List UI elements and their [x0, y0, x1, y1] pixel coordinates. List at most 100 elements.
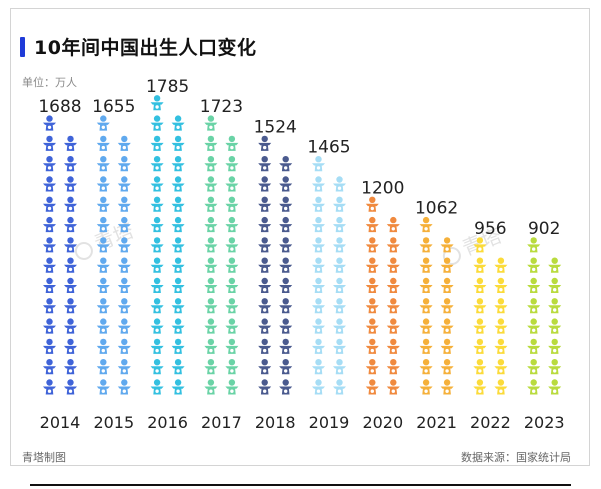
baby-icon [279, 176, 293, 192]
baby-icon [333, 277, 346, 293]
baby-icon [64, 338, 77, 354]
baby-icon [440, 318, 454, 334]
baby-icon [171, 156, 185, 172]
baby-icon [64, 257, 77, 273]
baby-icon [225, 156, 239, 172]
baby-icon [258, 298, 272, 314]
baby-icon [333, 318, 346, 334]
baby-icon [548, 359, 562, 375]
baby-icon [386, 359, 400, 375]
baby-icon [225, 257, 239, 273]
baby-icon [204, 115, 218, 131]
baby-icon [64, 277, 77, 293]
baby-icon [64, 216, 77, 233]
baby-icon [96, 176, 110, 192]
baby-icon [386, 338, 400, 354]
baby-icon [440, 338, 454, 354]
baby-icon [225, 176, 239, 192]
baby-icon [43, 216, 56, 233]
baby-icon [473, 237, 487, 253]
title-accent-bar [20, 37, 25, 57]
baby-icon [494, 359, 508, 375]
baby-icon [225, 338, 239, 354]
baby-icon [548, 338, 562, 354]
baby-icon [258, 237, 272, 253]
baby-icon [258, 176, 272, 192]
year-icon-group [204, 115, 239, 395]
baby-icon [225, 135, 239, 151]
year-icon-group [150, 95, 185, 395]
year-label: 2017 [201, 413, 242, 432]
baby-icon [333, 379, 346, 395]
baby-icon [171, 115, 185, 131]
baby-icon [527, 359, 541, 375]
baby-icon [440, 257, 454, 273]
baby-icon [150, 359, 164, 375]
baby-icon [204, 277, 218, 293]
baby-icon [64, 176, 77, 192]
baby-icon [96, 318, 110, 334]
baby-icon [419, 257, 433, 273]
baby-icon [333, 216, 346, 233]
baby-icon [43, 318, 56, 334]
year-icon-group [258, 135, 293, 395]
baby-icon [43, 135, 56, 151]
baby-icon [494, 257, 508, 273]
baby-icon [312, 298, 325, 314]
baby-icon [473, 379, 487, 395]
baby-icon [64, 196, 77, 212]
baby-icon [258, 156, 272, 172]
year-icon-group [473, 237, 508, 395]
baby-icon [312, 156, 325, 172]
value-label: 1723 [200, 97, 243, 117]
baby-icon [312, 338, 325, 354]
baby-icon [258, 216, 272, 233]
baby-icon [96, 115, 110, 131]
year-label: 2023 [524, 413, 565, 432]
baby-icon [117, 156, 131, 172]
baby-icon [171, 298, 185, 314]
chart-title: 10年间中国出生人口变化 [34, 37, 257, 59]
baby-icon [117, 176, 131, 192]
baby-icon [279, 156, 293, 172]
baby-icon [117, 359, 131, 375]
year-label: 2020 [362, 413, 403, 432]
baby-icon [333, 257, 346, 273]
baby-icon [204, 379, 218, 395]
year-label: 2019 [309, 413, 350, 432]
baby-icon [527, 257, 541, 273]
baby-icon [204, 318, 218, 334]
baby-icon [258, 277, 272, 293]
year-label: 2022 [470, 413, 511, 432]
baby-icon [171, 338, 185, 354]
baby-icon [494, 318, 508, 334]
year-label: 2014 [40, 413, 81, 432]
baby-icon [312, 257, 325, 273]
year-label: 2015 [93, 413, 134, 432]
baby-icon [43, 298, 56, 314]
baby-icon [527, 277, 541, 293]
footer-source: 数据来源：国家统计局 [461, 451, 571, 464]
value-label: 1062 [415, 199, 458, 219]
baby-icon [312, 237, 325, 253]
baby-icon [204, 176, 218, 192]
baby-icon [494, 277, 508, 293]
year-label: 2018 [255, 413, 296, 432]
baby-icon [440, 379, 454, 395]
baby-icon [225, 379, 239, 395]
value-label: 902 [528, 219, 560, 239]
baby-icon [419, 338, 433, 354]
baby-icon [117, 135, 131, 151]
value-label: 1655 [92, 97, 135, 117]
baby-icon [204, 257, 218, 273]
baby-icon [150, 196, 164, 212]
baby-icon [117, 257, 131, 273]
baby-icon [527, 379, 541, 395]
baby-icon [279, 338, 293, 354]
baby-icon [333, 338, 346, 354]
baby-icon [333, 196, 346, 212]
baby-icon [365, 196, 379, 212]
baby-icon [548, 318, 562, 334]
baby-icon [117, 237, 131, 253]
baby-icon [365, 277, 379, 293]
